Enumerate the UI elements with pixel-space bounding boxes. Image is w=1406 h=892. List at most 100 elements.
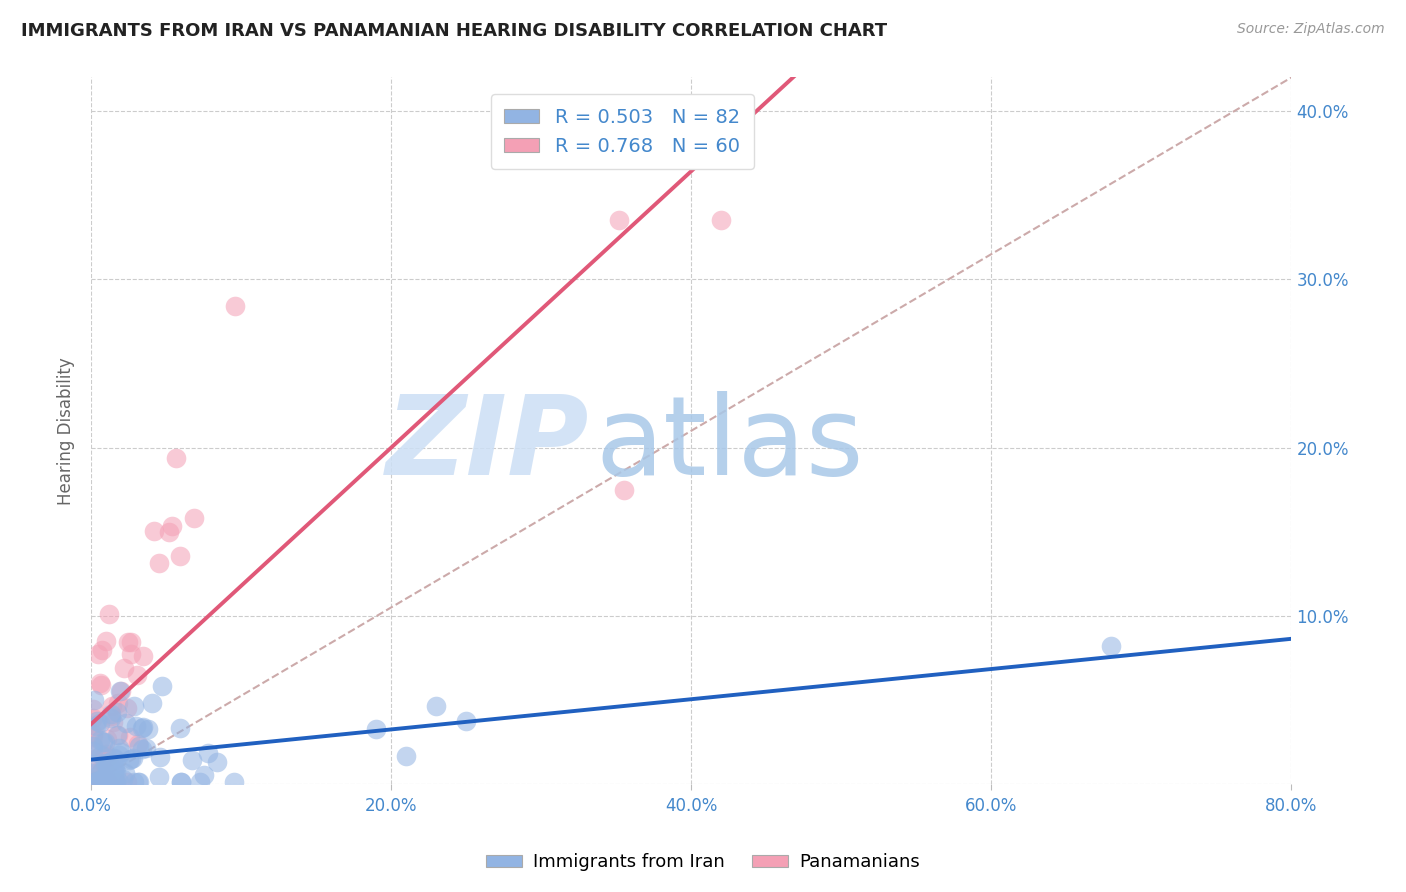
- Point: [91, 735, 114, 749]
- Point: [83, 693, 105, 707]
- Point: [131, 742, 153, 756]
- Point: [115, 775, 138, 789]
- Point: [456, 714, 478, 728]
- Point: [125, 668, 148, 682]
- Point: [135, 740, 157, 755]
- Point: [170, 775, 193, 789]
- Legend: R = 0.503   N = 82, R = 0.768   N = 60: R = 0.503 N = 82, R = 0.768 N = 60: [491, 95, 754, 169]
- Point: [681, 104, 703, 119]
- Point: [120, 730, 142, 744]
- Point: [82, 711, 104, 725]
- Text: atlas: atlas: [595, 392, 863, 499]
- Point: [101, 714, 124, 729]
- Point: [160, 518, 183, 533]
- Point: [122, 775, 145, 789]
- Point: [103, 775, 125, 789]
- Point: [120, 752, 142, 766]
- Point: [120, 634, 142, 648]
- Point: [90, 764, 112, 779]
- Point: [132, 648, 155, 663]
- Point: [105, 775, 128, 789]
- Point: [224, 299, 246, 313]
- Point: [93, 748, 115, 763]
- Point: [101, 775, 124, 789]
- Point: [110, 683, 132, 698]
- Point: [104, 752, 127, 766]
- Point: [104, 775, 127, 789]
- Point: [100, 698, 122, 713]
- Point: [131, 721, 153, 735]
- Point: [425, 699, 447, 714]
- Point: [205, 755, 228, 769]
- Point: [110, 745, 132, 759]
- Point: [89, 764, 111, 778]
- Point: [100, 708, 122, 723]
- Point: [104, 763, 127, 777]
- Point: [82, 739, 104, 753]
- Y-axis label: Hearing Disability: Hearing Disability: [58, 357, 75, 505]
- Point: [97, 760, 120, 774]
- Point: [169, 721, 191, 735]
- Point: [100, 775, 122, 789]
- Point: [127, 737, 149, 751]
- Point: [112, 661, 135, 675]
- Point: [89, 775, 111, 789]
- Point: [105, 728, 128, 742]
- Point: [1099, 639, 1122, 653]
- Point: [90, 747, 112, 762]
- Point: [82, 766, 104, 780]
- Point: [82, 744, 104, 758]
- Point: [86, 719, 108, 733]
- Point: [121, 751, 143, 765]
- Point: [120, 647, 142, 661]
- Point: [83, 775, 105, 789]
- Point: [103, 751, 125, 765]
- Point: [94, 756, 117, 770]
- Point: [142, 524, 165, 538]
- Point: [97, 756, 120, 771]
- Point: [98, 775, 121, 789]
- Point: [100, 706, 122, 721]
- Point: [108, 747, 131, 762]
- Point: [108, 741, 131, 756]
- Point: [89, 715, 111, 730]
- Point: [91, 775, 114, 789]
- Point: [127, 775, 149, 789]
- Point: [165, 450, 187, 465]
- Point: [114, 766, 136, 780]
- Point: [96, 732, 118, 747]
- Point: [169, 549, 191, 563]
- Point: [90, 678, 112, 692]
- Point: [83, 752, 105, 766]
- Point: [710, 213, 733, 227]
- Point: [82, 775, 104, 789]
- Legend: Immigrants from Iran, Panamanians: Immigrants from Iran, Panamanians: [479, 847, 927, 879]
- Point: [97, 757, 120, 772]
- Point: [84, 718, 107, 732]
- Point: [107, 729, 129, 743]
- Point: [83, 775, 105, 789]
- Point: [188, 775, 211, 789]
- Point: [105, 706, 128, 720]
- Point: [105, 764, 128, 779]
- Point: [141, 697, 163, 711]
- Point: [89, 676, 111, 690]
- Point: [83, 775, 105, 789]
- Point: [86, 775, 108, 789]
- Point: [108, 775, 131, 789]
- Point: [82, 727, 104, 741]
- Point: [128, 775, 150, 789]
- Point: [94, 633, 117, 648]
- Point: [84, 775, 107, 789]
- Point: [100, 711, 122, 725]
- Point: [193, 768, 215, 782]
- Point: [366, 722, 388, 736]
- Point: [650, 104, 672, 119]
- Point: [94, 747, 117, 761]
- Point: [94, 775, 117, 789]
- Point: [97, 775, 120, 789]
- Point: [607, 213, 630, 227]
- Point: [82, 731, 104, 745]
- Point: [136, 722, 159, 736]
- Point: [98, 607, 121, 621]
